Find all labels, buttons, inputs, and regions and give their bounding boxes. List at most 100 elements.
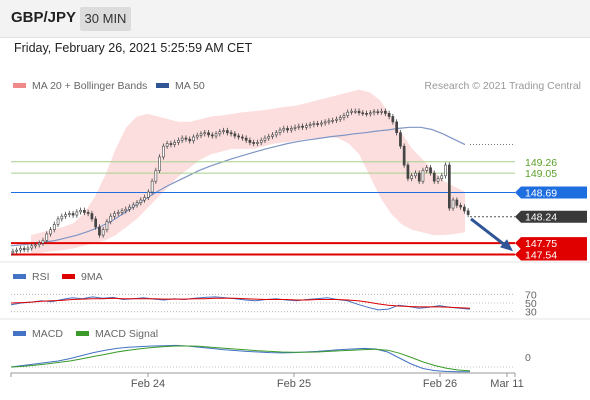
legend-swatch-macd-signal [76,330,89,336]
candle-body [402,145,406,166]
candle-body [304,125,308,128]
candle-body [210,134,214,137]
candle-body [436,178,440,182]
candle-body [350,110,353,113]
candle-body [425,167,429,171]
candle-body [387,113,391,117]
candle-body [308,124,312,126]
macd-line [10,344,470,373]
level-label-support: 147.54 [525,249,557,261]
candle-body [188,138,192,142]
candle-body [459,205,463,208]
candle-body [169,143,173,145]
datetime-label: Friday, February 26, 2021 5:25:59 AM CET [14,41,253,55]
candle-body [241,136,244,139]
candle-body [86,212,90,214]
candle-body [154,170,158,182]
candle-body [162,145,165,158]
candle-body [256,142,259,144]
candle-body [214,133,218,137]
candle-body [455,199,459,206]
timeframe-button[interactable]: 30 MIN [80,7,131,31]
x-axis-label: Feb 24 [131,378,165,390]
candle-body [316,123,320,125]
legend-swatch-macd [13,330,26,336]
candle-body [263,137,267,141]
level-tag-current [515,210,587,223]
candle-body [447,164,451,209]
candle-body [289,128,293,131]
candle-body [105,221,109,231]
candle-body [143,197,146,201]
copyright-label: Research © 2021 Trading Central [424,80,581,92]
candle-body [327,120,331,123]
rsi-ma-line [10,297,471,309]
candle-body [180,137,184,141]
candle-body [165,143,169,147]
candle-body [64,214,67,217]
candle-body [218,131,222,135]
candle-body [52,224,56,231]
candle-body [131,204,135,208]
candle-body [34,244,37,247]
candle-body [252,142,256,144]
candle-body [338,117,342,120]
candle-body [335,118,338,121]
legend-rsi-ma-label: 9MA [81,271,103,283]
candle-body [414,172,417,177]
candle-body [139,199,143,204]
rsi-level-label: 50 [525,298,537,310]
x-axis-label: Feb 25 [277,378,311,390]
legend-swatch-bollinger [13,82,26,88]
candle-body [312,123,316,125]
rsi-level-label: 70 [525,289,537,301]
candle-body [368,112,372,115]
candle-body [60,215,64,220]
candle-body [376,111,380,113]
candle-body [462,206,466,212]
candle-body [207,132,210,136]
candle-body [11,250,15,254]
candle-body [147,191,150,198]
candle-body [124,208,128,212]
candle-body [286,128,289,131]
candle-body [30,245,34,249]
candle-body [229,132,233,135]
candle-body [282,128,286,131]
candle-body [380,110,384,113]
candle-body [244,137,248,141]
candle-body [293,127,297,129]
bollinger-band [31,89,465,254]
legend-macd-signal: MACD Signal [76,328,158,340]
candle-body [271,134,274,137]
x-axis-label: Feb 26 [423,378,457,390]
candle-body [120,210,124,213]
candle-body [429,167,432,174]
candle-body [199,133,203,136]
candle-body [173,142,177,145]
level-label-pivot: 148.69 [525,188,557,200]
legend-macd-label: MACD [32,328,63,340]
candle-body [226,130,229,134]
candle-body [372,111,376,114]
candle-body [98,226,101,236]
symbol-label: GBP/JPY [11,9,77,26]
candle-body [421,170,425,182]
legend-rsi-label: RSI [32,271,50,283]
candle-body [22,248,26,250]
candle-body [357,110,361,114]
candle-body [90,213,94,220]
level-tag-support [515,237,587,250]
candle-body [399,132,402,147]
candle-body [383,110,387,114]
level-label-resistance: 149.05 [525,168,557,180]
candle-body [83,210,86,213]
level-label-current: 148.24 [525,212,557,224]
legend-macd: MACD [13,328,63,340]
x-axis-label: Mar 11 [490,378,523,390]
level-tag-pivot [515,186,587,199]
legend-ma50-label: MA 50 [175,80,205,92]
candle-body [440,175,444,179]
rsi-level-label: 30 [525,307,537,319]
candle-body [49,229,52,235]
